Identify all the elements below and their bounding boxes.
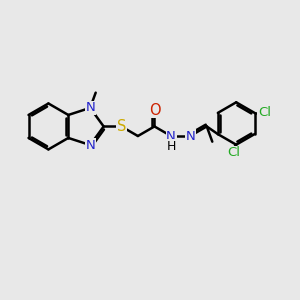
Text: Cl: Cl	[258, 106, 271, 119]
Text: H: H	[167, 140, 176, 153]
Text: Cl: Cl	[227, 146, 240, 159]
Text: N: N	[85, 101, 95, 114]
Text: N: N	[185, 130, 195, 142]
Text: O: O	[149, 103, 160, 118]
Text: N: N	[85, 139, 95, 152]
Text: N: N	[166, 130, 176, 142]
Text: S: S	[117, 119, 126, 134]
